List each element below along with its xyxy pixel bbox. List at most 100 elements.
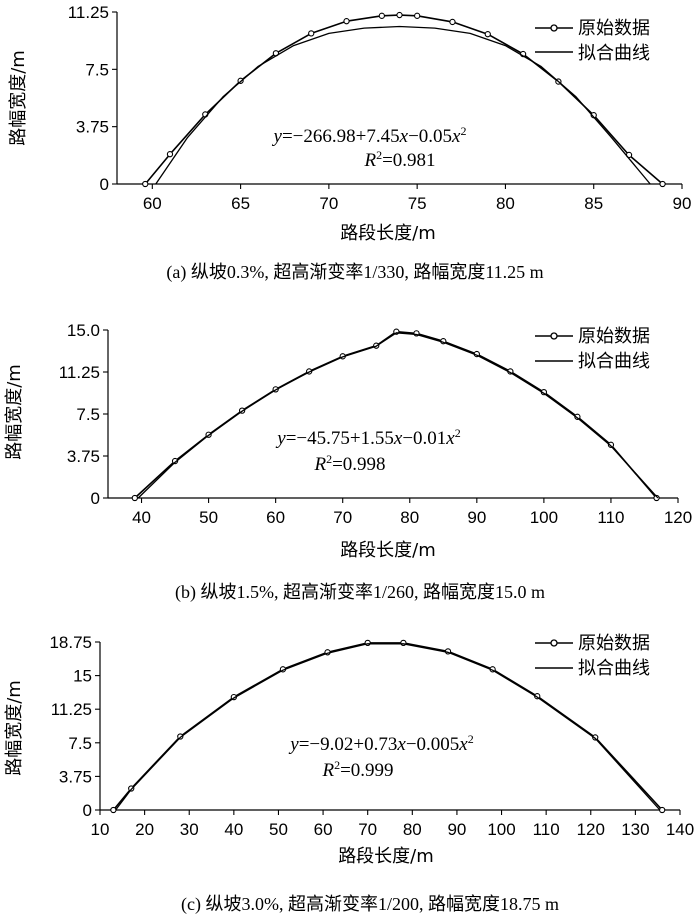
series-line-fit bbox=[137, 332, 659, 499]
y-tick-label: 3.75 bbox=[59, 767, 92, 786]
caption: (a) 纵坡0.3%, 超高渐变率1/330, 路幅宽度11.25 m bbox=[166, 262, 543, 283]
y-tick-label: 15.0 bbox=[67, 321, 100, 340]
x-tick-label: 40 bbox=[224, 820, 243, 839]
legend-marker-raw bbox=[550, 639, 558, 647]
eq-x1: x bbox=[396, 734, 406, 755]
y-tick-label: 0 bbox=[83, 801, 92, 820]
r2-r: R bbox=[363, 150, 376, 171]
y-tick-label: 0 bbox=[91, 489, 100, 508]
data-point bbox=[378, 12, 385, 19]
r-squared: R2=0.981 bbox=[363, 148, 435, 171]
data-point bbox=[653, 494, 660, 502]
eq-x2: x bbox=[445, 428, 455, 449]
x-tick-label: 50 bbox=[269, 820, 288, 839]
legend: 原始数据 拟合曲线 bbox=[535, 633, 650, 679]
data-point bbox=[166, 151, 174, 158]
x-tick-label: 70 bbox=[319, 194, 338, 213]
data-point bbox=[659, 180, 666, 188]
eq-x1: x bbox=[393, 428, 403, 449]
y-tick-label: 3.75 bbox=[67, 447, 100, 466]
eq-sup: 2 bbox=[468, 732, 474, 746]
y-axis-label: 路幅宽度/m bbox=[4, 680, 25, 776]
x-tick-label: 50 bbox=[199, 508, 218, 527]
x-tick-label: 10 bbox=[91, 820, 110, 839]
eq-body: =−45.75+1.55 bbox=[286, 428, 394, 449]
eq-mid: −0.01 bbox=[402, 428, 446, 449]
y-axis-title: 路幅宽度/m bbox=[4, 680, 25, 776]
x-tick-label: 80 bbox=[496, 194, 515, 213]
y-tick-label: 11.25 bbox=[68, 3, 109, 22]
plot-area: 10 20 30 40 50 60 70 80 90 100 110 120 130 140 0 3.75 7.… bbox=[49, 633, 694, 839]
eq-x2: x bbox=[458, 734, 468, 755]
x-axis-label: 路段长度/m bbox=[340, 223, 436, 244]
r2-sup: 2 bbox=[326, 452, 332, 466]
eq-y: y bbox=[288, 734, 299, 755]
series-line-fit bbox=[115, 643, 661, 811]
eq-x1: x bbox=[399, 126, 409, 147]
x-tick-label: 110 bbox=[533, 820, 560, 839]
chart-panel-b: 路幅宽度/m 40 50 60 70 80 90 100 110 120 0 3.75 7.5 11.2… bbox=[4, 321, 692, 603]
x-tick-label: 110 bbox=[597, 508, 624, 527]
y-axis-label: 路幅宽度/m bbox=[8, 50, 29, 146]
r2-value: =0.998 bbox=[332, 454, 385, 475]
caption: (c) 纵坡3.0%, 超高渐变率1/200, 路幅宽度18.75 m bbox=[181, 894, 559, 915]
eq-body: =−266.98+7.45 bbox=[282, 126, 400, 147]
data-point bbox=[142, 180, 149, 188]
legend: 原始数据 拟合曲线 bbox=[535, 326, 650, 372]
data-point bbox=[414, 12, 421, 19]
data-point bbox=[607, 441, 615, 448]
y-tick-label: 7.5 bbox=[68, 734, 92, 753]
r2-r: R bbox=[321, 760, 334, 781]
legend-label-fit: 拟合曲线 bbox=[578, 658, 650, 679]
legend-label-raw: 原始数据 bbox=[578, 18, 650, 39]
eq-mid: −0.05 bbox=[408, 126, 452, 147]
eq-x2: x bbox=[451, 126, 461, 147]
fit-equation: y=−45.75+1.55x−0.01x2 bbox=[275, 426, 460, 449]
y-tick-label: 7.5 bbox=[85, 60, 109, 79]
eq-mid: −0.005 bbox=[406, 734, 459, 755]
plot-area: 60 65 70 75 80 85 90 0 3.75 7.5 11.25 bbox=[68, 3, 692, 213]
eq-sup: 2 bbox=[455, 426, 461, 440]
x-tick-label: 140 bbox=[666, 820, 694, 839]
x-tick-label: 90 bbox=[447, 820, 466, 839]
eq-sup: 2 bbox=[460, 124, 466, 138]
legend-label-fit: 拟合曲线 bbox=[578, 43, 650, 64]
x-tick-label: 130 bbox=[621, 820, 649, 839]
eq-y: y bbox=[272, 126, 283, 147]
legend: 原始数据 拟合曲线 bbox=[535, 18, 650, 64]
r2-r: R bbox=[313, 454, 326, 475]
x-tick-label: 120 bbox=[664, 508, 692, 527]
series-line-fit bbox=[155, 25, 651, 185]
r2-value: =0.981 bbox=[382, 150, 435, 171]
x-tick-label: 70 bbox=[358, 820, 377, 839]
y-tick-label: 0 bbox=[100, 175, 109, 194]
data-point bbox=[449, 18, 456, 26]
caption: (b) 纵坡1.5%, 超高渐变率1/260, 路幅宽度15.0 m bbox=[175, 582, 545, 603]
x-tick-label: 30 bbox=[180, 820, 199, 839]
legend-marker-raw bbox=[550, 332, 558, 340]
r2-sup: 2 bbox=[376, 148, 382, 162]
x-tick-label: 20 bbox=[135, 820, 154, 839]
chart-panel-a: 路幅宽度/m 60 65 70 75 80 85 90 0 3.75 7.5 11.25 原始数据 … bbox=[8, 3, 692, 283]
data-point bbox=[592, 734, 599, 741]
x-tick-label: 70 bbox=[333, 508, 352, 527]
plot-area: 40 50 60 70 80 90 100 110 120 0 3.75 7.5 11.25 15.0 bbox=[59, 321, 692, 527]
y-tick-label: 11.25 bbox=[59, 363, 100, 382]
chart-panel-c: 路幅宽度/m 10 20 30 40 50 60 70 80 90 100 110 120 130 140… bbox=[4, 633, 694, 915]
legend-label-raw: 原始数据 bbox=[578, 326, 650, 347]
x-tick-label: 60 bbox=[266, 508, 285, 527]
data-point bbox=[131, 494, 138, 502]
y-tick-label: 18.75 bbox=[49, 633, 92, 652]
x-axis-label: 路段长度/m bbox=[340, 540, 436, 561]
y-tick-label: 3.75 bbox=[76, 118, 109, 137]
x-tick-label: 60 bbox=[314, 820, 333, 839]
y-axis-title: 路幅宽度/m bbox=[4, 364, 25, 460]
r-squared: R2=0.999 bbox=[321, 758, 393, 781]
x-tick-label: 100 bbox=[530, 508, 558, 527]
x-tick-label: 80 bbox=[400, 508, 419, 527]
x-tick-label: 75 bbox=[408, 194, 427, 213]
y-axis-label: 路幅宽度/m bbox=[4, 364, 25, 460]
data-point bbox=[396, 11, 403, 19]
x-axis-label: 路段长度/m bbox=[338, 846, 434, 867]
r-squared: R2=0.998 bbox=[313, 452, 385, 475]
